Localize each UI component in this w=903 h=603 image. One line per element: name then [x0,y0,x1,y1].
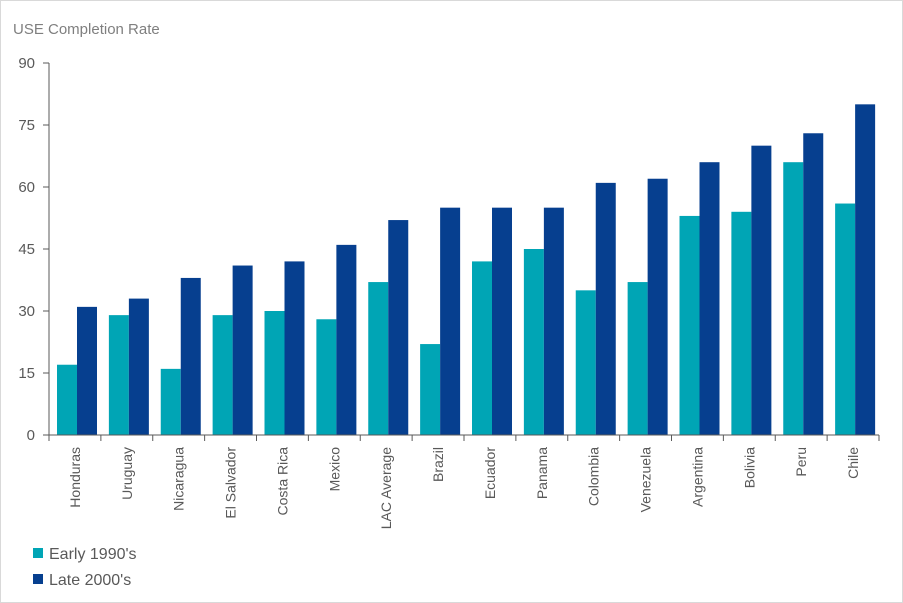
bar-early-mexico [316,319,337,435]
y-tick-label: 45 [18,241,35,258]
bar-late-mexico [336,244,357,435]
legend-swatch [33,548,43,558]
bar-late-uruguay [128,298,149,435]
bar-early-chile [835,203,856,435]
x-tick-label: Costa Rica [274,447,290,516]
x-tick-label: Nicaragua [171,447,187,511]
bar-early-honduras [57,364,77,435]
bar-late-honduras [77,306,97,435]
x-tick-label: Peru [793,447,809,477]
x-axis: Honduras Uruguay Nicaragua El Salvador Costa… [48,434,880,529]
bar-late-chile [855,104,876,435]
bars-group [57,104,876,435]
x-tick-label: Colombia [586,447,602,506]
bar-early-peru [783,162,804,435]
bar-late-peru [803,133,824,435]
legend-label: Late 2000's [49,572,131,589]
bar-early-venezuela [627,282,648,435]
legend-swatch [33,574,43,584]
y-tick-label: 60 [18,179,35,196]
legend: Early 1990's Late 2000's [33,546,137,589]
bar-early-colombia [575,290,596,435]
bar-early-bolivia [731,211,752,435]
y-tick-label: 0 [27,427,35,444]
y-tick-label: 90 [18,55,35,72]
bar-early-el-salvador [212,315,233,435]
x-tick-label: Panama [534,447,550,499]
bar-early-uruguay [108,315,129,435]
bar-late-colombia [595,182,616,435]
chart-title: USE Completion Rate [13,21,160,38]
bar-late-panama [543,207,564,435]
x-tick-label: Mexico [326,447,342,492]
x-tick-label: LAC Average [378,447,394,529]
x-tick-label: El Salvador [223,447,239,519]
bar-early-argentina [679,215,700,435]
bar-early-lac-average [368,282,389,435]
bar-late-ecuador [492,207,512,435]
bar-late-costa-rica [284,261,305,435]
y-tick-label: 75 [18,117,35,134]
bar-early-ecuador [472,261,492,435]
x-tick-label: Chile [845,447,861,479]
x-tick-label: Venezuela [638,447,654,513]
bar-late-lac-average [388,220,409,435]
bar-late-brazil [440,207,461,435]
bar-late-bolivia [751,145,772,435]
bar-late-el-salvador [232,265,253,435]
x-tick-label: Honduras [67,447,83,508]
x-tick-label: Argentina [689,447,705,507]
x-tick-label: Ecuador [482,447,498,499]
y-axis: 0 15 30 45 60 75 90 [18,55,50,444]
y-tick-label: 15 [18,365,35,382]
y-tick-label: 30 [18,303,35,320]
bar-late-nicaragua [180,277,201,435]
x-tick-label: Uruguay [119,447,135,500]
legend-label: Early 1990's [49,546,137,563]
bar-early-costa-rica [264,311,285,435]
bar-late-venezuela [647,178,668,435]
x-tick-label: Bolivia [741,447,757,488]
bar-early-panama [523,249,544,435]
bar-early-nicaragua [160,368,181,435]
bar-early-brazil [420,344,441,435]
bar-late-argentina [699,162,720,435]
x-tick-label: Brazil [430,447,446,482]
